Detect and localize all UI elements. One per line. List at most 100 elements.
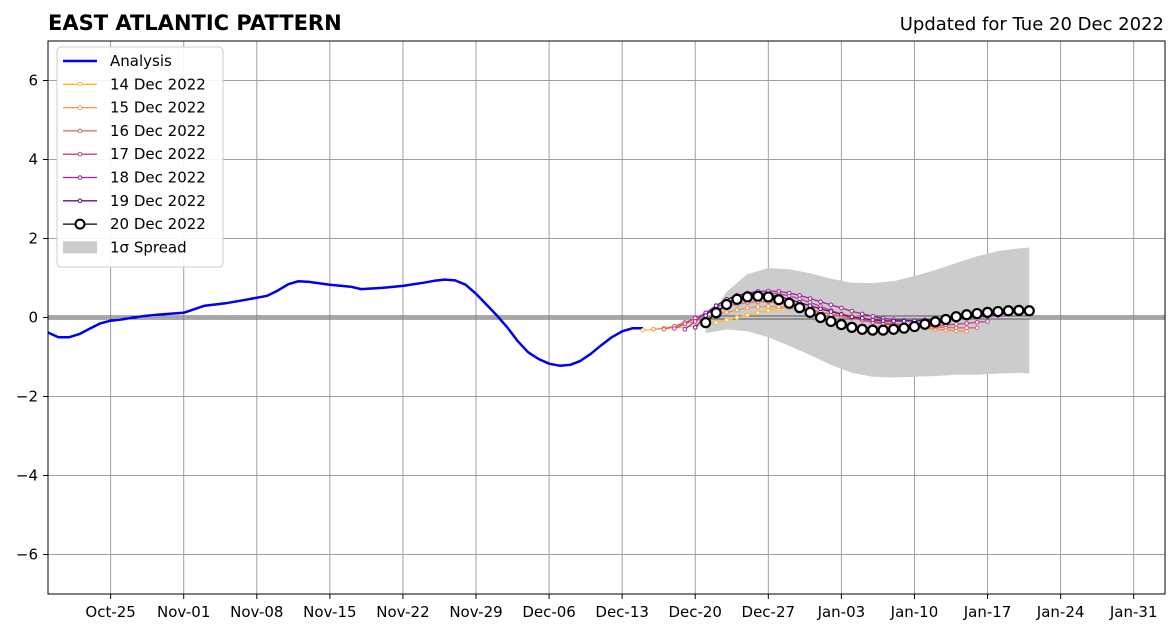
- series-point-18-dec-2022: [849, 308, 855, 314]
- series-point-18-dec-2022: [818, 299, 823, 305]
- analysis-line: [47, 278, 643, 367]
- series-point-18-dec-2022: [859, 311, 865, 317]
- chart-title: EAST ATLANTIC PATTERN: [48, 11, 342, 35]
- series-point-19-dec-2022: [703, 313, 708, 318]
- series-point-14-dec-2022: [724, 317, 729, 323]
- legend-swatch-spread: [63, 241, 97, 254]
- series-point-14-dec-2022: [640, 327, 646, 333]
- series-point-14-dec-2022: [713, 320, 719, 325]
- series-point-19-dec-2022: [828, 309, 834, 314]
- series-point-15-dec-2022: [734, 307, 740, 313]
- current-forecast-point: [898, 322, 910, 334]
- x-tick-label-nov-01: Nov-01: [157, 603, 210, 621]
- chart-subtitle: Updated for Tue 20 Dec 2022: [900, 14, 1164, 35]
- y-axis-ticks: −6 −4 −2 0 2 4 6: [16, 72, 48, 564]
- spread-band-group: [705, 247, 1030, 378]
- current-forecast-point: [908, 320, 921, 333]
- legend-swatch-marker: [77, 175, 83, 180]
- x-tick-label-dec-13: Dec-13: [595, 603, 649, 621]
- current-forecast-group: [700, 290, 1035, 336]
- current-forecast-point: [856, 323, 868, 335]
- legend-item-analysis: Analysis: [63, 52, 172, 70]
- legend-item-17-dec-2022: 17 Dec 2022: [63, 145, 206, 163]
- series-point-19-dec-2022: [901, 318, 907, 324]
- current-forecast-point: [971, 307, 983, 320]
- series-point-18-dec-2022: [807, 296, 813, 301]
- current-forecast-point: [1023, 305, 1035, 317]
- series-point-19-dec-2022: [870, 317, 876, 323]
- legend-label-analysis: Analysis: [110, 52, 172, 70]
- legend: Analysis 14 Dec 2022 15 Dec 2022 16 Dec 202…: [56, 46, 224, 268]
- x-tick-label-nov-08: Nov-08: [230, 603, 283, 621]
- legend-swatch-marker: [74, 218, 86, 230]
- series-point-14-dec-2022: [766, 308, 771, 313]
- legend-swatch-marker: [77, 105, 83, 110]
- legend-item-19-dec-2022: 19 Dec 2022: [63, 192, 206, 210]
- legend-item-16-dec-2022: 16 Dec 2022: [63, 122, 206, 140]
- current-forecast-point: [804, 306, 816, 318]
- legend-item-1-spread: 1σ Spread: [63, 238, 187, 256]
- current-forecast-point: [846, 321, 858, 333]
- legend-box: [56, 46, 224, 268]
- x-tick-label-nov-29: Nov-29: [449, 603, 502, 621]
- spread-band: [705, 247, 1030, 378]
- x-tick-label-nov-15: Nov-15: [303, 603, 356, 621]
- series-point-19-dec-2022: [713, 303, 719, 308]
- current-forecast-point: [919, 318, 931, 330]
- legend-label-18-dec-2022: 18 Dec 2022: [110, 169, 206, 187]
- x-tick-label-jan-31: Jan-31: [1109, 603, 1158, 621]
- current-forecast-point: [877, 324, 889, 336]
- analysis-group: [47, 278, 643, 367]
- y-tick-label-2: −2: [16, 388, 38, 406]
- legend-swatch-marker: [77, 128, 83, 134]
- series-point-16-dec-2022: [661, 327, 667, 332]
- series-point-18-dec-2022: [776, 289, 782, 294]
- current-forecast-point: [794, 302, 806, 314]
- series-point-15-dec-2022: [651, 327, 656, 332]
- series-point-14-dec-2022: [745, 312, 750, 318]
- series-point-17-dec-2022: [682, 321, 688, 327]
- x-tick-label-dec-06: Dec-06: [522, 603, 576, 621]
- legend-label-15-dec-2022: 15 Dec 2022: [110, 99, 206, 117]
- series-point-16-dec-2022: [964, 325, 969, 331]
- series-point-18-dec-2022: [828, 302, 834, 308]
- current-forecast-point: [741, 291, 754, 303]
- series-point-19-dec-2022: [849, 314, 855, 320]
- x-tick-label-jan-17: Jan-17: [963, 603, 1012, 621]
- current-forecast-point: [835, 319, 847, 331]
- current-forecast-point: [940, 313, 952, 326]
- current-forecast-point: [731, 293, 743, 305]
- legend-label-19-dec-2022: 19 Dec 2022: [110, 192, 206, 210]
- y-tick-label-0: −6: [16, 546, 38, 564]
- current-forecast-point: [981, 306, 994, 318]
- series-point-15-dec-2022: [724, 310, 729, 315]
- current-forecast-point: [887, 323, 900, 335]
- current-forecast-point: [825, 315, 837, 328]
- series-point-15-dec-2022: [766, 304, 771, 309]
- legend-item-18-dec-2022: 18 Dec 2022: [63, 169, 206, 187]
- series-point-19-dec-2022: [839, 312, 844, 317]
- x-axis-ticks: Oct-25 Nov-01 Nov-08 Nov-15 Nov-22 Nov-29 Dec-…: [85, 594, 1157, 621]
- legend-label-14-dec-2022: 14 Dec 2022: [110, 75, 206, 93]
- legend-label-20-dec-2022: 20 Dec 2022: [110, 215, 206, 233]
- legend-item-15-dec-2022: 15 Dec 2022: [63, 99, 206, 117]
- current-forecast-point: [710, 307, 722, 319]
- series-point-15-dec-2022: [745, 305, 750, 311]
- series-point-18-dec-2022: [797, 293, 802, 298]
- series-point-14-dec-2022: [734, 315, 740, 320]
- x-tick-label-dec-27: Dec-27: [742, 603, 796, 621]
- series-point-17-dec-2022: [953, 321, 959, 327]
- y-tick-label-5: 4: [28, 151, 38, 169]
- series-point-17-dec-2022: [964, 321, 969, 326]
- current-forecast-point: [1013, 304, 1025, 316]
- x-tick-label-jan-03: Jan-03: [817, 603, 866, 621]
- current-forecast-point: [720, 298, 733, 311]
- series-point-15-dec-2022: [776, 304, 782, 310]
- legend-label-16-dec-2022: 16 Dec 2022: [110, 122, 206, 140]
- series-point-18-dec-2022: [839, 305, 844, 311]
- x-tick-label-dec-20: Dec-20: [668, 603, 722, 621]
- current-forecast-point: [814, 311, 827, 324]
- series-point-19-dec-2022: [818, 306, 823, 312]
- current-forecast-point: [700, 317, 712, 329]
- current-forecast-point: [762, 291, 774, 303]
